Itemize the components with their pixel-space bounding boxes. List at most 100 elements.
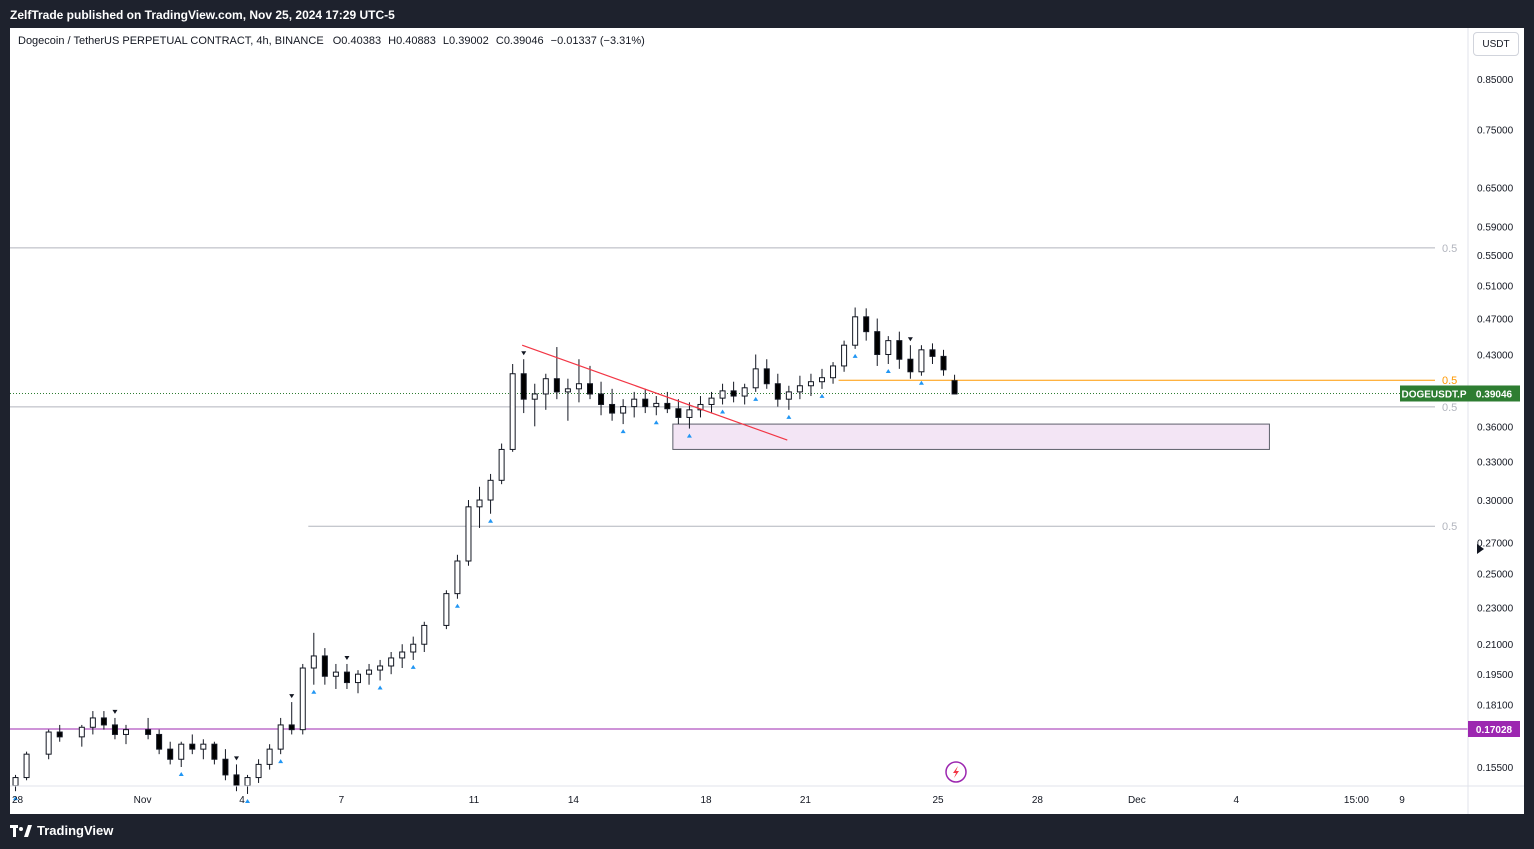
x-tick-label: Nov xyxy=(134,795,152,806)
candle xyxy=(819,368,825,389)
candle-body xyxy=(852,316,859,346)
candle xyxy=(863,308,870,341)
candle xyxy=(885,336,892,365)
candle-body xyxy=(189,743,196,750)
candle-body xyxy=(807,381,814,387)
footer-bar: TradingView xyxy=(0,814,1534,849)
buy-signal-marker xyxy=(653,420,659,425)
candle-body xyxy=(377,665,384,671)
candle-body xyxy=(863,316,870,333)
candle-body xyxy=(675,408,682,418)
x-tick-label: 21 xyxy=(800,795,812,806)
candle-body xyxy=(145,729,152,735)
candle xyxy=(233,764,240,792)
candle-body xyxy=(587,383,593,395)
tradingview-logo[interactable]: TradingView xyxy=(10,823,113,838)
y-tick-label: 0.59000 xyxy=(1477,223,1514,234)
candle xyxy=(277,717,284,755)
candle xyxy=(785,385,792,410)
candle-body xyxy=(211,743,218,760)
candle xyxy=(796,375,803,400)
candle-body xyxy=(719,390,726,399)
candle xyxy=(830,362,837,384)
trendline-layer xyxy=(521,344,788,441)
candle xyxy=(940,349,947,376)
scroll-right-icon[interactable] xyxy=(1477,544,1484,554)
sell-signal-marker xyxy=(112,709,118,714)
buy-signal-marker xyxy=(819,393,825,398)
symbol-price-badge xyxy=(1400,385,1468,402)
x-tick-label: 14 xyxy=(568,795,580,806)
signals-layer xyxy=(13,337,924,803)
candle xyxy=(719,383,726,405)
candle-body xyxy=(697,403,704,411)
candlestick-chart[interactable]: 0.85000 0.75000 0.65000 0.59000 0.55000 0.510… xyxy=(10,28,1524,814)
buy-signal-marker xyxy=(410,664,416,669)
chart-frame[interactable]: 0.85000 0.75000 0.65000 0.59000 0.55000 0.510… xyxy=(10,28,1524,814)
candle xyxy=(476,486,483,528)
x-tick-label: 4 xyxy=(1234,795,1240,806)
candle-body xyxy=(421,624,428,645)
candle xyxy=(929,343,936,365)
y-tick-label: 0.33000 xyxy=(1477,458,1514,469)
candle-body xyxy=(940,355,947,371)
candle xyxy=(520,359,527,414)
publisher-bar: ZelfTrade published on TradingView.com, … xyxy=(0,0,1534,28)
candle xyxy=(399,644,406,669)
candle xyxy=(730,381,737,403)
candle-body xyxy=(476,499,483,508)
y-tick-label: 0.43000 xyxy=(1477,350,1514,361)
buy-signal-marker xyxy=(454,603,460,608)
demand-zone xyxy=(672,423,1270,450)
buy-signal-marker xyxy=(178,772,184,776)
candle-body xyxy=(830,365,837,379)
y-tick-label: 0.21000 xyxy=(1477,640,1514,651)
low-value: 0.39002 xyxy=(449,35,489,47)
close-label: C xyxy=(495,35,504,47)
candle xyxy=(321,648,328,685)
fib-level-label: 0.5 xyxy=(1442,521,1457,533)
x-tick-label: 4 xyxy=(239,795,245,806)
candle xyxy=(244,774,251,794)
candle-body xyxy=(111,724,118,735)
candle-body xyxy=(23,753,30,779)
candle-body xyxy=(763,368,770,385)
fib-level-label: 0.5 xyxy=(1442,402,1457,414)
candle xyxy=(343,663,350,689)
candle xyxy=(697,396,704,418)
candle xyxy=(874,318,881,366)
candle-body xyxy=(45,731,52,755)
candle xyxy=(487,473,494,514)
x-tick-label: 9 xyxy=(1399,795,1405,806)
candle-body xyxy=(277,724,284,750)
fib-level-label: 0.5 xyxy=(1442,243,1457,255)
currency-button[interactable]: USDT xyxy=(1473,32,1519,56)
candle-body xyxy=(266,748,273,765)
candle xyxy=(167,741,174,765)
last-price-badge xyxy=(1468,385,1520,402)
candle xyxy=(222,749,229,781)
candle xyxy=(752,354,759,392)
y-tick-label: 0.36000 xyxy=(1477,422,1514,433)
candle xyxy=(12,774,19,792)
symbol-name[interactable]: Dogecoin / TetherUS PERPETUAL CONTRACT, … xyxy=(18,35,324,47)
candle xyxy=(211,741,218,765)
candle-body xyxy=(951,380,958,395)
candle xyxy=(509,364,516,452)
candle-body xyxy=(332,671,339,677)
candle xyxy=(465,500,472,566)
candle-body xyxy=(642,398,649,408)
x-tick-label: 28 xyxy=(1032,795,1044,806)
candle xyxy=(564,378,571,421)
buy-signal-marker xyxy=(377,685,383,690)
lightning-icon[interactable] xyxy=(945,761,967,783)
y-tick-label: 0.75000 xyxy=(1477,126,1514,137)
candle-body xyxy=(609,403,616,414)
buy-signal-marker xyxy=(753,396,759,401)
tradingview-icon xyxy=(10,824,32,837)
candle-body xyxy=(410,643,417,653)
horizontal-lines-layer xyxy=(10,247,1468,730)
buy-signal-marker xyxy=(686,433,692,438)
candle-body xyxy=(708,397,715,405)
candle-body xyxy=(885,340,892,355)
